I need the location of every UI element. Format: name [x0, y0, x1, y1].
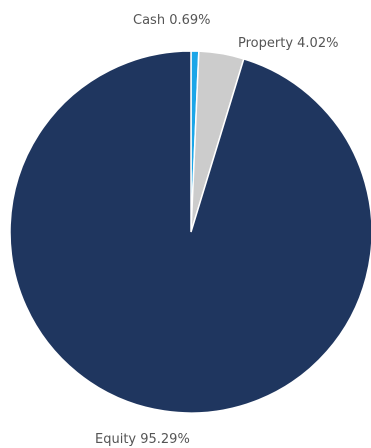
slice-label-equity: Equity 95.29%: [95, 432, 190, 447]
pie-slices: [9, 50, 371, 414]
slice-label-cash: Cash 0.69%: [133, 13, 211, 28]
pie-slice-equity: [9, 50, 371, 414]
slice-label-property: Property 4.02%: [238, 36, 338, 51]
pie-labels: Cash 0.69% Property 4.02% Equity 95.29%: [95, 13, 338, 447]
